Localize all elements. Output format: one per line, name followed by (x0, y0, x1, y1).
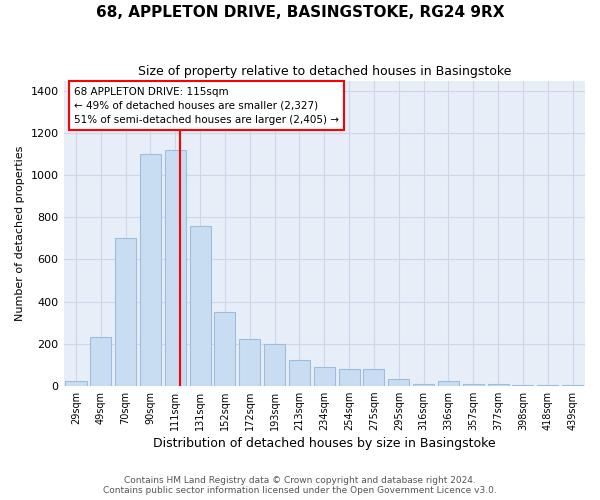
Bar (140, 154, 161, 386)
Bar (264, 344, 285, 386)
Bar (115, 238, 136, 386)
Bar (65, 382, 86, 386)
Bar (214, 312, 235, 386)
Bar (488, 384, 509, 386)
Bar (165, 150, 186, 386)
Bar (364, 369, 385, 386)
Bar (289, 360, 310, 386)
Bar (388, 380, 409, 386)
Bar (537, 384, 559, 386)
Bar (314, 367, 335, 386)
Text: Contains HM Land Registry data © Crown copyright and database right 2024.
Contai: Contains HM Land Registry data © Crown c… (103, 476, 497, 495)
Text: 68, APPLETON DRIVE, BASINGSTOKE, RG24 9RX: 68, APPLETON DRIVE, BASINGSTOKE, RG24 9R… (96, 5, 504, 20)
Bar (512, 384, 533, 386)
X-axis label: Distribution of detached houses by size in Basingstoke: Distribution of detached houses by size … (153, 437, 496, 450)
Bar (239, 340, 260, 386)
Bar (562, 384, 583, 386)
Bar (413, 384, 434, 386)
Bar (338, 369, 359, 386)
Bar (463, 384, 484, 386)
Bar (190, 226, 211, 386)
Bar (90, 338, 112, 386)
Title: Size of property relative to detached houses in Basingstoke: Size of property relative to detached ho… (137, 65, 511, 78)
Bar (438, 382, 459, 386)
Text: 68 APPLETON DRIVE: 115sqm
← 49% of detached houses are smaller (2,327)
51% of se: 68 APPLETON DRIVE: 115sqm ← 49% of detac… (74, 86, 339, 124)
Y-axis label: Number of detached properties: Number of detached properties (15, 146, 25, 321)
